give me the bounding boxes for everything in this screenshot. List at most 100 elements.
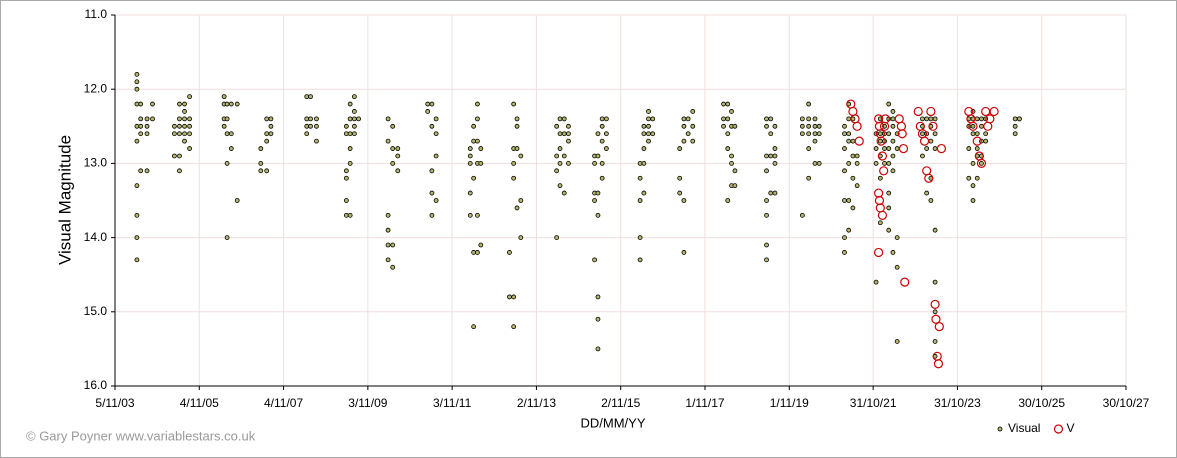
point (595, 294, 601, 300)
point (304, 131, 310, 137)
y-tick-label: 13.0 (84, 156, 108, 170)
point (557, 160, 563, 166)
point (187, 146, 192, 151)
y-tick-label: 11.0 (85, 7, 108, 21)
y-tick-label: 16.0 (84, 378, 108, 392)
point (390, 160, 396, 166)
point (812, 131, 818, 137)
point (514, 123, 520, 129)
y-tick-label: 14.0 (84, 230, 108, 244)
point (725, 131, 731, 137)
point (475, 116, 480, 122)
point (772, 153, 778, 159)
point (595, 190, 601, 196)
point (478, 146, 484, 151)
point (646, 123, 651, 129)
point (880, 114, 890, 124)
point (677, 175, 683, 181)
point (842, 250, 847, 255)
point (890, 123, 896, 129)
point (224, 235, 230, 241)
point (471, 175, 477, 181)
point (507, 250, 512, 255)
point (806, 123, 812, 129)
point (806, 101, 812, 107)
point (561, 153, 567, 159)
point (924, 146, 930, 151)
point (343, 168, 349, 174)
point (890, 153, 896, 159)
point (690, 123, 696, 129)
point (177, 153, 182, 159)
point (970, 131, 976, 137)
y-axis-label: Visual Magnitude (55, 135, 74, 265)
point (557, 116, 563, 122)
point (877, 220, 883, 226)
point (595, 346, 601, 352)
point (877, 138, 883, 144)
point (637, 257, 643, 263)
point (934, 322, 944, 332)
point (566, 123, 571, 129)
point (182, 101, 187, 107)
point (308, 116, 313, 122)
point (764, 116, 769, 122)
point (478, 160, 484, 166)
point (182, 123, 187, 129)
point (842, 198, 847, 203)
point (919, 136, 930, 146)
point (599, 175, 605, 181)
point (924, 190, 930, 196)
point (876, 136, 886, 146)
point (351, 116, 357, 122)
point (429, 190, 435, 196)
point (390, 264, 396, 270)
point (690, 138, 696, 144)
point (144, 168, 150, 174)
point (177, 168, 182, 174)
point (182, 131, 187, 137)
point (764, 198, 769, 203)
point (806, 146, 812, 151)
point (433, 198, 439, 203)
point (134, 212, 140, 218)
point (172, 131, 177, 137)
point (347, 160, 353, 166)
point (882, 146, 887, 151)
point (187, 94, 192, 100)
point (187, 131, 192, 137)
point (877, 210, 888, 220)
point (514, 146, 520, 151)
point (557, 146, 563, 151)
point (595, 153, 601, 159)
point (898, 143, 909, 154)
point (854, 136, 864, 146)
point (258, 146, 264, 151)
point (467, 190, 473, 196)
point (646, 138, 651, 144)
point (637, 175, 643, 181)
point (595, 212, 601, 218)
point (920, 116, 925, 122)
point (900, 277, 910, 287)
x-tick-label: 31/10/21 (850, 396, 897, 410)
point (385, 212, 391, 218)
point (854, 183, 860, 189)
point (646, 109, 651, 114)
point (877, 151, 888, 161)
x-tick-label: 4/11/07 (264, 396, 303, 410)
point (936, 143, 947, 154)
point (806, 131, 812, 137)
point (930, 299, 940, 309)
point (732, 183, 738, 189)
point (182, 116, 187, 122)
point (641, 146, 647, 151)
legend-marker (997, 426, 1003, 432)
x-tick-label: 31/10/23 (934, 396, 981, 410)
point (637, 198, 643, 203)
point (641, 190, 647, 196)
point (599, 138, 605, 144)
point (974, 131, 980, 137)
point (890, 168, 896, 174)
point (511, 294, 517, 300)
